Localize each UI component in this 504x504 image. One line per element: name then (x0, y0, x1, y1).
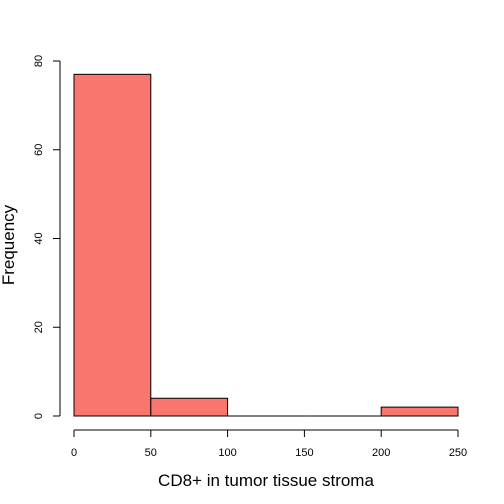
y-tick-label: 20 (33, 321, 45, 333)
histogram-bar (380, 406, 459, 417)
x-tick-label: 250 (449, 447, 467, 459)
y-tick-label: 80 (33, 55, 45, 67)
x-tick-label: 200 (372, 447, 390, 459)
bars-layer (73, 73, 459, 417)
histogram-bar (150, 397, 229, 417)
x-tick-label: 150 (295, 447, 313, 459)
x-tick-label: 100 (218, 447, 236, 459)
y-axis-title: Frequency (0, 204, 18, 285)
histogram-bar (73, 73, 152, 417)
x-tick-label: 0 (71, 447, 77, 459)
x-axis: 0 50 100 150 200 250 (71, 429, 467, 459)
y-tick-label: 40 (33, 232, 45, 244)
y-tick-label: 0 (33, 413, 45, 419)
x-tick-label: 50 (145, 447, 157, 459)
y-tick-label: 60 (33, 144, 45, 156)
y-axis: 0 20 40 60 80 (33, 55, 61, 419)
x-axis-title: CD8+ in tumor tissue stroma (158, 471, 374, 490)
